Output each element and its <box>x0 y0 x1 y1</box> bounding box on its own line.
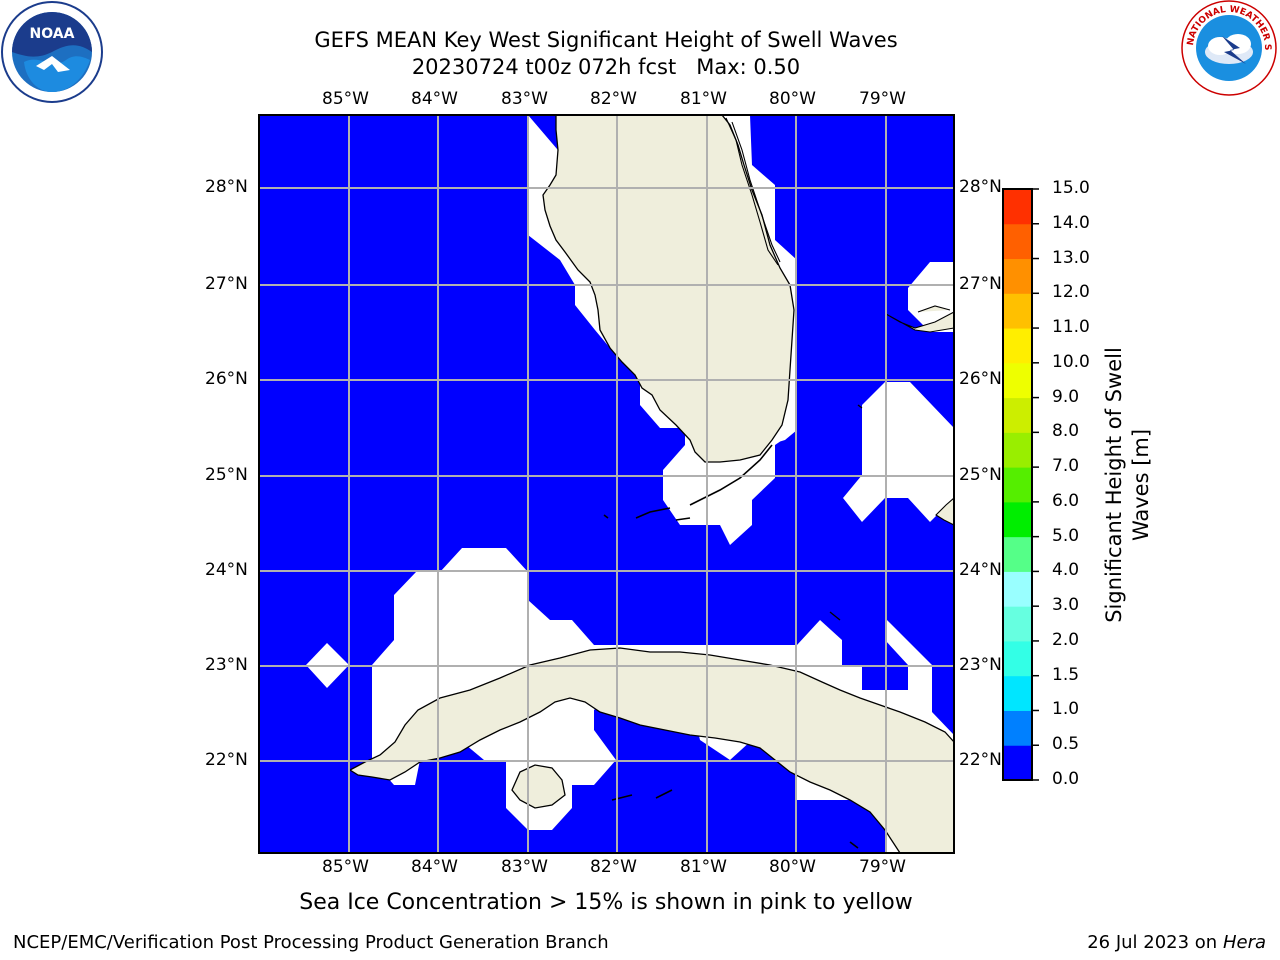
colorbar-tick-label: 10.0 <box>1052 351 1090 372</box>
svg-text:NATIONAL WEATHER SERVICE: NATIONAL WEATHER SERVICE <box>0 0 1272 51</box>
colorbar-tick-label: 4.0 <box>1052 560 1080 581</box>
lon-label-top: 84°W <box>411 89 458 109</box>
lon-label-bottom: 81°W <box>680 857 727 877</box>
colorbar-tick-label: 6.0 <box>1052 490 1080 511</box>
lat-label-right: 27°N <box>959 274 1002 294</box>
colorbar-tick-label: 3.0 <box>1052 595 1080 616</box>
map-frame <box>258 114 955 854</box>
colorbar-tick-label: 1.0 <box>1052 699 1080 720</box>
lon-label-bottom: 83°W <box>501 857 548 877</box>
colorbar-tick-label: 2.0 <box>1052 629 1080 650</box>
colorbar-label-line2: Waves [m] <box>1129 428 1153 542</box>
map-title-line2: 20230724 t00z 072h fcst Max: 0.50 <box>411 55 801 79</box>
colorbar-segment <box>1003 189 1032 225</box>
lat-label-right: 26°N <box>959 369 1002 389</box>
colorbar-segment <box>1003 536 1032 572</box>
sea-ice-note: Sea Ice Concentration > 15% is shown in … <box>299 890 913 915</box>
lat-label-right: 23°N <box>959 655 1002 675</box>
colorbar-tick-label: 8.0 <box>1052 421 1080 442</box>
lat-label-left: 23°N <box>205 655 248 675</box>
colorbar-segment <box>1003 223 1032 260</box>
colorbar-tick-label: 0.0 <box>1052 769 1080 789</box>
lat-label-right: 25°N <box>959 465 1002 485</box>
colorbar-segment <box>1003 432 1032 468</box>
lon-label-bottom: 80°W <box>769 857 816 877</box>
lat-label-left: 26°N <box>205 369 248 389</box>
colorbar-segment <box>1003 501 1032 538</box>
colorbar-tick-label: 5.0 <box>1052 525 1080 546</box>
colorbar-label-line1: Significant Height of Swell <box>1102 347 1126 623</box>
footer-left: NCEP/EMC/Verification Post Processing Pr… <box>13 932 609 953</box>
lat-label-right: 28°N <box>959 177 1002 197</box>
lon-label-top: 85°W <box>322 89 369 109</box>
lon-label-bottom: 84°W <box>411 857 458 877</box>
lon-label-top: 82°W <box>590 89 637 109</box>
colorbar-tick-label: 11.0 <box>1052 317 1090 338</box>
colorbar-tick-label: 7.0 <box>1052 456 1080 477</box>
noaa-logo: NOAA <box>1 1 103 103</box>
lat-label-right: 24°N <box>959 560 1002 580</box>
colorbar-segment <box>1003 293 1032 329</box>
graticule <box>259 115 954 853</box>
colorbar-tick-label: 15.0 <box>1052 178 1090 198</box>
colorbar-tick-label: 12.0 <box>1052 282 1090 303</box>
colorbar-tick-label: 13.0 <box>1052 247 1090 268</box>
lat-label-left: 28°N <box>205 177 248 197</box>
lat-label-left: 25°N <box>205 465 248 485</box>
colorbar-segment <box>1003 640 1032 677</box>
nws-logo-text: NATIONAL WEATHER SERVICE <box>0 0 1272 51</box>
lon-label-bottom: 82°W <box>590 857 637 877</box>
lon-label-bottom: 85°W <box>322 857 369 877</box>
colorbar-segment <box>1003 745 1032 781</box>
footer-date: 26 Jul 2023 on <box>1087 932 1223 953</box>
lon-label-top: 83°W <box>501 89 548 109</box>
footer-right: 26 Jul 2023 on Hera <box>1087 932 1266 953</box>
lat-label-left: 27°N <box>205 274 248 294</box>
florida-land <box>542 115 795 463</box>
colorbar-tick-label: 1.5 <box>1052 664 1080 685</box>
colorbar-segment <box>1003 397 1032 433</box>
nws-logo: NATIONAL WEATHER SERVICE <box>0 0 1277 96</box>
noaa-logo-text: NOAA <box>30 26 75 42</box>
lon-label-bottom: 79°W <box>859 857 906 877</box>
lat-label-right: 22°N <box>959 750 1002 770</box>
colorbar-segment <box>1003 675 1032 711</box>
colorbar-segment <box>1003 571 1032 607</box>
colorbar-segment <box>1003 467 1032 503</box>
colorbar-tick-label: 0.5 <box>1052 734 1080 755</box>
colorbar-segment <box>1003 328 1032 364</box>
map-title-line1: GEFS MEAN Key West Significant Height of… <box>314 28 898 52</box>
lon-label-top: 79°W <box>859 89 906 109</box>
lon-label-top: 81°W <box>680 89 727 109</box>
colorbar-segment <box>1003 258 1032 294</box>
colorbar <box>1003 189 1032 781</box>
colorbar-segment <box>1003 362 1032 399</box>
lon-label-top: 80°W <box>769 89 816 109</box>
lat-label-left: 22°N <box>205 750 248 770</box>
colorbar-segment <box>1003 710 1032 746</box>
footer-host: Hera <box>1222 932 1266 953</box>
lat-label-left: 24°N <box>205 560 248 580</box>
colorbar-tick-label: 9.0 <box>1052 386 1080 407</box>
colorbar-tick-label: 14.0 <box>1052 212 1090 233</box>
colorbar-segment <box>1003 606 1032 642</box>
